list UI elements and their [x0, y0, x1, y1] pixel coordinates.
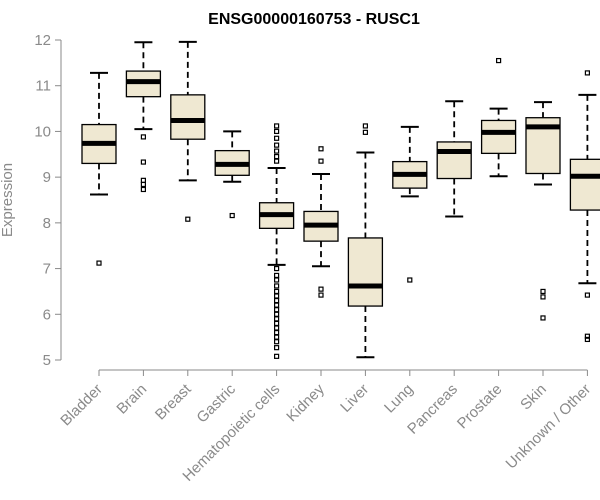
outlier-point	[185, 216, 191, 222]
outlier-point	[584, 333, 591, 339]
box-group	[480, 57, 517, 178]
outlier-point	[274, 329, 280, 336]
outlier-point	[318, 292, 324, 298]
outlier-point	[140, 177, 146, 183]
outlier-point	[540, 288, 546, 295]
box-group	[525, 101, 561, 321]
outlier-point	[274, 283, 280, 289]
box-iqr	[569, 158, 600, 211]
outlier-point	[274, 135, 280, 141]
x-tick-label: Kidney	[283, 380, 328, 425]
outlier-point	[274, 320, 280, 327]
outlier-point	[540, 294, 546, 300]
outlier-point	[274, 272, 280, 279]
y-tick-label: 9	[43, 169, 51, 186]
outlier-point	[274, 123, 280, 129]
outlier-point	[407, 277, 413, 283]
box-group	[258, 123, 295, 359]
outlier-point	[274, 334, 280, 340]
x-tick-label: Skin	[517, 381, 550, 414]
box-group	[170, 40, 206, 222]
box-iqr	[170, 94, 206, 140]
outlier-point	[584, 70, 591, 76]
outlier-point	[274, 148, 280, 154]
y-tick-label: 6	[43, 306, 51, 323]
x-tick-label: Liver	[337, 381, 372, 416]
outlier-point	[274, 297, 280, 304]
outlier-point	[318, 158, 324, 164]
outlier-point	[140, 186, 146, 193]
outlier-point	[318, 286, 324, 292]
outlier-point	[274, 265, 280, 272]
x-tick-label: Unknown / Other	[503, 381, 595, 473]
outlier-point	[274, 158, 280, 164]
box-group	[569, 70, 600, 343]
box-group	[303, 146, 339, 298]
y-tick-label: 5	[43, 352, 51, 369]
outlier-point	[274, 345, 280, 351]
x-tick-label: Breast	[152, 380, 195, 423]
outlier-point	[274, 128, 280, 135]
outlier-point	[96, 260, 102, 266]
outlier-point	[274, 311, 280, 317]
box-group	[214, 130, 250, 219]
outlier-point	[140, 181, 146, 188]
outlier-point	[584, 336, 591, 343]
outlier-point	[274, 339, 280, 345]
y-tick-label: 7	[43, 261, 51, 278]
outlier-point	[274, 316, 280, 322]
y-axis-label: Expression	[0, 163, 16, 237]
outlier-point	[318, 146, 324, 152]
y-axis: 5 6 7 8 9 10 11 12	[34, 32, 62, 369]
box-group	[436, 100, 472, 218]
box-iqr	[347, 237, 384, 307]
outlier-point	[540, 315, 546, 321]
box-group	[125, 41, 162, 193]
box-iqr	[436, 141, 472, 180]
y-tick-label: 10	[34, 123, 51, 140]
plot-area	[81, 40, 600, 359]
outlier-point	[274, 293, 280, 299]
outlier-point	[584, 292, 591, 298]
y-tick-label: 8	[43, 215, 51, 232]
x-tick-label: Brain	[113, 381, 150, 418]
box-group	[347, 123, 384, 359]
box-iqr	[480, 119, 517, 155]
x-tick-label: Lung	[381, 381, 417, 417]
y-tick-label: 11	[35, 78, 51, 95]
outlier-point	[362, 123, 368, 129]
outlier-point	[496, 57, 502, 64]
chart-title: ENSG00000160753 - RUSC1	[208, 11, 420, 28]
outlier-point	[274, 277, 280, 283]
outlier-point	[140, 159, 146, 165]
box-group	[81, 71, 117, 266]
box-group	[392, 125, 428, 283]
outlier-point	[229, 212, 235, 219]
outlier-point	[274, 302, 280, 308]
outlier-point	[140, 134, 146, 140]
outlier-point	[274, 288, 280, 295]
x-tick-label: Prostate	[454, 381, 506, 433]
outlier-point	[362, 129, 368, 135]
outlier-point	[274, 142, 280, 148]
outlier-point	[274, 153, 280, 160]
outlier-point	[274, 325, 280, 331]
outlier-point	[274, 307, 280, 313]
x-tick-label: Bladder	[57, 381, 106, 430]
outlier-point	[274, 353, 280, 359]
y-tick-label: 12	[34, 32, 51, 49]
